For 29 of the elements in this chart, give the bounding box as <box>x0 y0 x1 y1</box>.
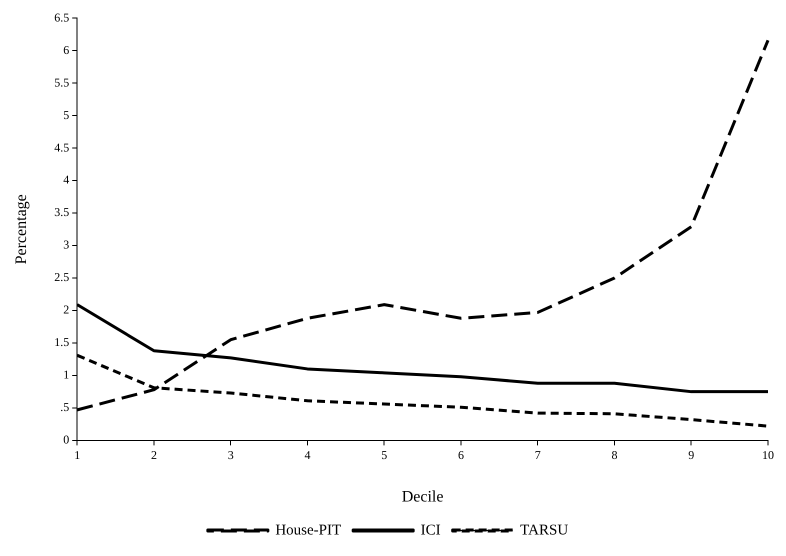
x-tick-label: 3 <box>228 448 234 462</box>
y-tick-label: 1.5 <box>54 335 70 350</box>
x-tick-label: 10 <box>762 448 774 462</box>
y-tick-label: 0 <box>63 432 70 447</box>
x-tick-label: 9 <box>688 448 694 462</box>
y-tick-label: 6 <box>63 42 70 57</box>
x-tick-label: 7 <box>534 448 541 462</box>
y-tick-label: 3 <box>63 238 70 252</box>
x-tick-label: 4 <box>304 448 310 462</box>
y-tick-label: 4 <box>63 172 70 187</box>
legend-label: TARSU <box>520 522 568 538</box>
legend-label: ICI <box>420 522 441 538</box>
y-tick-label: 4.5 <box>54 140 70 154</box>
y-axis-title: Percentage <box>12 194 30 264</box>
y-tick-label: .5 <box>60 400 70 414</box>
x-tick-label: 8 <box>611 448 618 462</box>
y-tick-label: 1 <box>63 368 70 382</box>
legend-label: House-PIT <box>275 522 342 538</box>
y-tick-label: 2 <box>63 302 70 317</box>
y-tick-label: 5 <box>63 108 70 122</box>
y-tick-label: 6.5 <box>54 10 70 24</box>
x-tick-label: 6 <box>458 448 464 462</box>
y-tick-label: 5.5 <box>54 75 70 90</box>
x-tick-label: 5 <box>381 448 388 462</box>
x-tick-label: 2 <box>150 448 157 462</box>
y-tick-label: 3.5 <box>54 205 70 220</box>
x-axis-title: Decile <box>402 488 444 506</box>
y-tick-label: 2.5 <box>54 270 70 284</box>
x-tick-label: 1 <box>74 448 80 462</box>
